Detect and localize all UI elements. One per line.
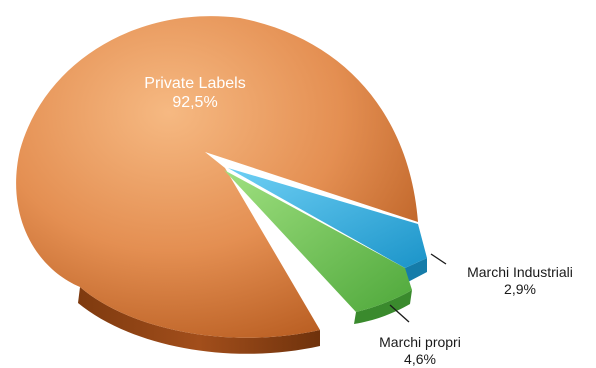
slice-private-labels: [16, 16, 419, 338]
slice-marchi-industriali: [228, 168, 427, 268]
label-marchi-propri-value: 4,6%: [404, 350, 436, 367]
label-private-labels: Private Labels 92,5%: [120, 74, 270, 112]
slice-marchi-propri-side: [354, 290, 412, 324]
label-marchi-industriali-name: Marchi Industriali: [467, 264, 573, 280]
leader-line-marchi-propri: [389, 304, 410, 323]
label-marchi-industriali-value: 2,9%: [504, 280, 536, 297]
label-private-labels-value: 92,5%: [172, 94, 218, 112]
label-marchi-industriali: Marchi Industriali 2,9%: [450, 264, 590, 298]
label-marchi-propri-name: Marchi propri: [379, 334, 461, 350]
leader-line-marchi-industriali: [430, 253, 447, 265]
slice-private-labels-side: [78, 287, 320, 354]
label-private-labels-name: Private Labels: [144, 75, 246, 92]
slice-marchi-propri: [224, 170, 412, 312]
label-marchi-propri: Marchi propri 4,6%: [355, 334, 485, 368]
slice-marchi-industriali-side: [405, 258, 427, 283]
